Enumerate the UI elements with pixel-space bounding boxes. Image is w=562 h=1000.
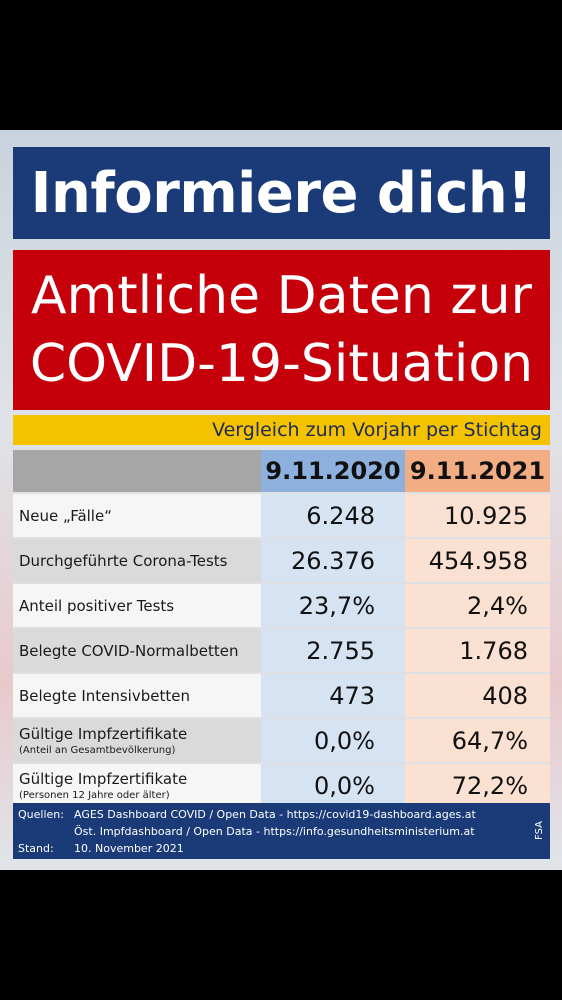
row-label: Anteil positiver Tests	[13, 582, 261, 628]
column-header-2021: 9.11.2021	[405, 450, 550, 493]
title-banner: Informiere dich!	[13, 147, 550, 239]
date-key: Stand:	[18, 842, 54, 855]
row-label: Gültige Impfzertifikate	[19, 725, 188, 743]
value-2020: 23,7%	[261, 582, 405, 628]
table-row: Belegte Intensivbetten 473 408	[13, 672, 550, 718]
credit-mark: FSA	[534, 821, 545, 840]
source-line-1: Quellen: AGES Dashboard COVID / Open Data…	[18, 808, 476, 821]
value-2021: 1.768	[405, 627, 550, 673]
source-line-2: Öst. Impfdashboard / Open Data - https:/…	[18, 825, 475, 838]
comparison-table: 9.11.2020 9.11.2021 Neue „Fälle“ 6.248 1…	[13, 450, 550, 807]
headline-line-1: Amtliche Daten zur	[31, 266, 532, 326]
value-2021: 2,4%	[405, 582, 550, 628]
subtitle-text: Vergleich zum Vorjahr per Stichtag	[212, 419, 542, 441]
row-label-cell: Gültige Impfzertifikate (Personen 12 Jah…	[13, 762, 261, 807]
date-text: 10. November 2021	[74, 842, 184, 855]
table-row: Neue „Fälle“ 6.248 10.925	[13, 492, 550, 538]
row-note: (Anteil an Gesamtbevölkerung)	[19, 745, 176, 756]
value-2020: 6.248	[261, 492, 405, 538]
headline-banner: Amtliche Daten zur COVID-19-Situation	[13, 250, 550, 410]
row-label: Gültige Impfzertifikate	[19, 770, 188, 788]
sources-footer: Quellen: AGES Dashboard COVID / Open Data…	[13, 803, 550, 859]
value-2020: 0,0%	[261, 762, 405, 807]
page-title: Informiere dich!	[30, 160, 533, 226]
column-header-2020: 9.11.2020	[261, 450, 405, 493]
table-header-row: 9.11.2020 9.11.2021	[13, 450, 550, 493]
source-2-text: Öst. Impfdashboard / Open Data - https:/…	[74, 825, 475, 838]
source-1-text: AGES Dashboard COVID / Open Data - https…	[74, 808, 476, 821]
subtitle-bar: Vergleich zum Vorjahr per Stichtag	[13, 415, 550, 445]
row-label: Belegte COVID-Normalbetten	[13, 627, 261, 673]
value-2021: 72,2%	[405, 762, 550, 807]
value-2021: 10.925	[405, 492, 550, 538]
date-line: Stand: 10. November 2021	[18, 842, 184, 855]
headline-line-2: COVID-19-Situation	[29, 334, 534, 394]
table-row: Anteil positiver Tests 23,7% 2,4%	[13, 582, 550, 628]
row-label-cell: Gültige Impfzertifikate (Anteil an Gesam…	[13, 717, 261, 763]
row-label: Neue „Fälle“	[13, 492, 261, 538]
value-2021: 408	[405, 672, 550, 718]
row-note: (Personen 12 Jahre oder älter)	[19, 790, 170, 801]
table-row: Belegte COVID-Normalbetten 2.755 1.768	[13, 627, 550, 673]
value-2020: 2.755	[261, 627, 405, 673]
value-2020: 0,0%	[261, 717, 405, 763]
table-row: Gültige Impfzertifikate (Personen 12 Jah…	[13, 762, 550, 807]
value-2021: 454.958	[405, 537, 550, 583]
row-label: Belegte Intensivbetten	[13, 672, 261, 718]
sources-key: Quellen:	[18, 808, 64, 821]
row-label: Durchgeführte Corona-Tests	[13, 537, 261, 583]
value-2020: 26.376	[261, 537, 405, 583]
value-2020: 473	[261, 672, 405, 718]
header-blank-cell	[13, 450, 261, 493]
table-row: Gültige Impfzertifikate (Anteil an Gesam…	[13, 717, 550, 763]
value-2021: 64,7%	[405, 717, 550, 763]
table-row: Durchgeführte Corona-Tests 26.376 454.95…	[13, 537, 550, 583]
